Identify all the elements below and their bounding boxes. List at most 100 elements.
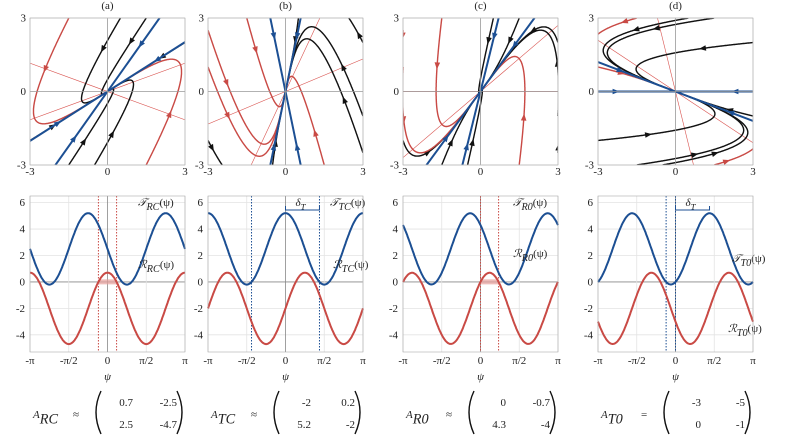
arrowhead xyxy=(508,36,514,45)
curve-label-arg: (ψ) xyxy=(533,248,548,260)
trajectory xyxy=(466,89,484,165)
trajectory xyxy=(598,18,637,36)
arrowhead xyxy=(294,32,301,40)
curve-label-sub: T0 xyxy=(737,328,748,339)
curve-label: ℛTC(ψ) xyxy=(333,259,369,275)
annotation-sub: T xyxy=(691,201,697,211)
frame xyxy=(29,195,186,353)
paren xyxy=(663,390,670,435)
trajectory xyxy=(208,29,286,145)
arrowhead xyxy=(138,40,145,48)
t-curve xyxy=(597,212,754,286)
y-tick-label: 4 xyxy=(393,224,399,236)
matrix-entry: 0 xyxy=(696,419,702,431)
trajectory xyxy=(208,140,223,165)
frame xyxy=(207,17,364,166)
curve-label-symbol: ℛ xyxy=(513,248,523,260)
trajectory xyxy=(68,88,115,165)
curve-label-arg: (ψ) xyxy=(748,323,763,335)
arrowhead xyxy=(698,45,707,51)
annotation-sub: T xyxy=(301,201,307,211)
arrowhead xyxy=(128,37,135,45)
r-curve xyxy=(30,271,185,346)
arrowhead xyxy=(357,31,363,40)
arrowhead xyxy=(270,143,277,151)
y-tick-label: 0 xyxy=(198,276,204,288)
x-tick-label: 0 xyxy=(283,355,289,367)
y-tick-label: -4 xyxy=(194,329,204,341)
x-axis-label: ψ xyxy=(477,371,484,383)
curve-label-symbol: ℛ xyxy=(728,323,738,335)
curve-label-arg: (ψ) xyxy=(160,259,175,271)
arrowhead xyxy=(313,129,319,137)
curve-label-symbol: ℛ xyxy=(333,259,343,271)
matrix-relation: ≈ xyxy=(73,409,79,421)
matrix-name-symbol: A xyxy=(600,409,608,421)
y-tick-label: 3 xyxy=(199,13,205,25)
arrowhead xyxy=(166,110,172,119)
matrix-name-sub: T0 xyxy=(608,411,623,427)
frame xyxy=(597,195,754,353)
matrix-entry: 4.3 xyxy=(492,419,506,431)
arrowhead xyxy=(223,78,229,87)
matrix-entry: -5 xyxy=(736,397,746,409)
x-tick-label: 3 xyxy=(182,166,188,178)
matrix-entry: 0.2 xyxy=(341,397,355,409)
y-tick-label: 0 xyxy=(199,86,205,98)
t-curve xyxy=(208,212,363,286)
x-tick-label: -3 xyxy=(25,166,35,178)
y-tick-label: 0 xyxy=(588,276,594,288)
panel-label: (d) xyxy=(669,0,682,12)
y-tick-label: 6 xyxy=(588,197,594,209)
arrowhead xyxy=(554,59,558,67)
trajectory xyxy=(285,75,325,165)
trajectory xyxy=(285,38,363,154)
arrowhead xyxy=(403,32,406,39)
curve-label-sub: RC xyxy=(145,202,159,213)
frame xyxy=(207,195,364,353)
matrix-name: ATC xyxy=(210,409,236,427)
annotation-symbol: δ xyxy=(686,197,692,209)
arrowhead xyxy=(434,62,441,70)
y-tick-label: 0 xyxy=(393,276,399,288)
y-tick-label: 3 xyxy=(394,13,400,25)
paren xyxy=(354,390,361,435)
matrix-relation: = xyxy=(641,409,647,421)
delta-bracket xyxy=(285,206,320,211)
r-curve xyxy=(207,271,364,346)
y-tick-label: 0 xyxy=(394,86,400,98)
y-tick-label: 4 xyxy=(198,224,204,236)
x-tick-label: π xyxy=(182,355,188,367)
matrix-entry: -3 xyxy=(692,397,702,409)
annotation: δT xyxy=(295,197,306,211)
x-tick-label: π/2 xyxy=(512,355,526,367)
y-tick-label: -4 xyxy=(16,329,26,341)
y-tick-label: -3 xyxy=(195,160,205,172)
y-tick-label: -4 xyxy=(584,329,594,341)
trajectory xyxy=(100,18,147,95)
trajectory xyxy=(246,18,286,108)
matrix-name: ARC xyxy=(32,409,58,427)
x-tick-label: -3 xyxy=(398,166,408,178)
x-tick-label: π/2 xyxy=(317,355,331,367)
panel-label: (c) xyxy=(474,0,487,12)
arrowhead xyxy=(53,121,62,128)
x-tick-label: -π/2 xyxy=(628,355,646,367)
x-axis-label: ψ xyxy=(672,371,679,383)
curve-label-arg: (ψ) xyxy=(751,253,766,265)
paren xyxy=(468,390,475,435)
curve-label: ℛT0(ψ) xyxy=(728,323,762,339)
paren xyxy=(176,390,183,435)
annotation: δT xyxy=(686,197,697,211)
y-tick-label: -4 xyxy=(389,329,399,341)
paren xyxy=(549,390,556,435)
arrowhead xyxy=(342,96,348,105)
x-tick-label: -π xyxy=(398,355,408,367)
y-tick-label: 3 xyxy=(21,13,27,25)
arrowhead xyxy=(224,111,230,120)
x-tick-label: 0 xyxy=(673,355,679,367)
x-tick-label: -π/2 xyxy=(238,355,256,367)
paren xyxy=(95,390,102,435)
y-tick-label: -3 xyxy=(390,160,400,172)
